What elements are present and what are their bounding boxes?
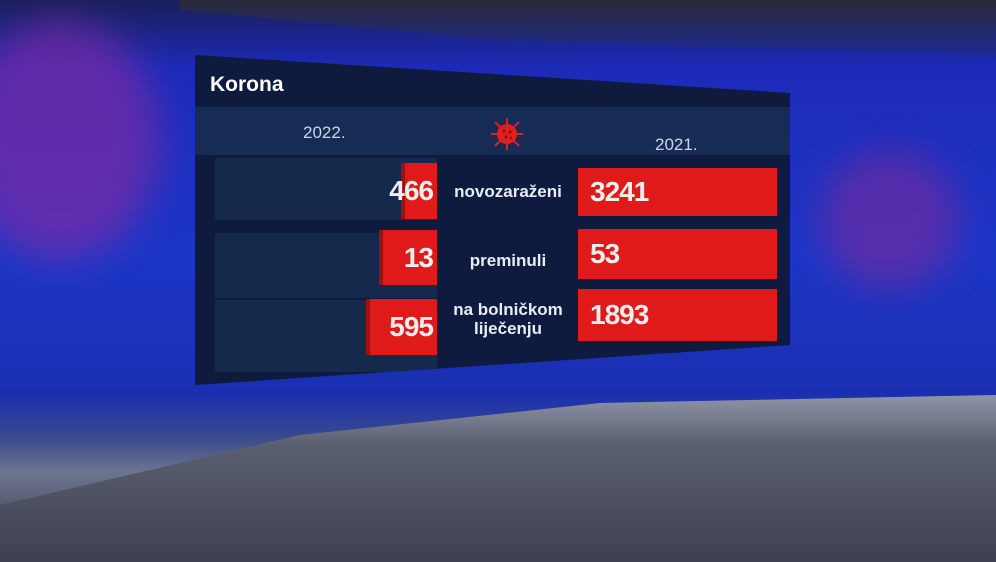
covid-stats-panel: Korona 2022. 2021. 466 novozaraženi 3241… [195, 55, 790, 385]
panel-title: Korona [210, 73, 284, 96]
virus-decoration-right [820, 150, 960, 290]
year-2022-label: 2022. [303, 123, 346, 142]
bar-track-2022 [215, 158, 437, 220]
value-2021: 3241 [578, 168, 777, 216]
value-2022: 466 [389, 163, 437, 219]
row-label: na bolničkom liječenju [453, 300, 563, 338]
value-2022: 13 [383, 230, 437, 285]
year-2021-label: 2021. [655, 135, 698, 154]
header-row [195, 107, 790, 155]
value-2022: 595 [370, 299, 437, 355]
studio-floor [0, 395, 996, 562]
value-2021: 1893 [578, 289, 777, 341]
studio-ceiling [180, 0, 996, 55]
row-label: novozaraženi [454, 182, 562, 201]
value-2021: 53 [578, 229, 777, 279]
virus-icon [491, 118, 523, 150]
row-label: preminuli [469, 251, 547, 270]
virus-decoration-left [0, 20, 160, 260]
